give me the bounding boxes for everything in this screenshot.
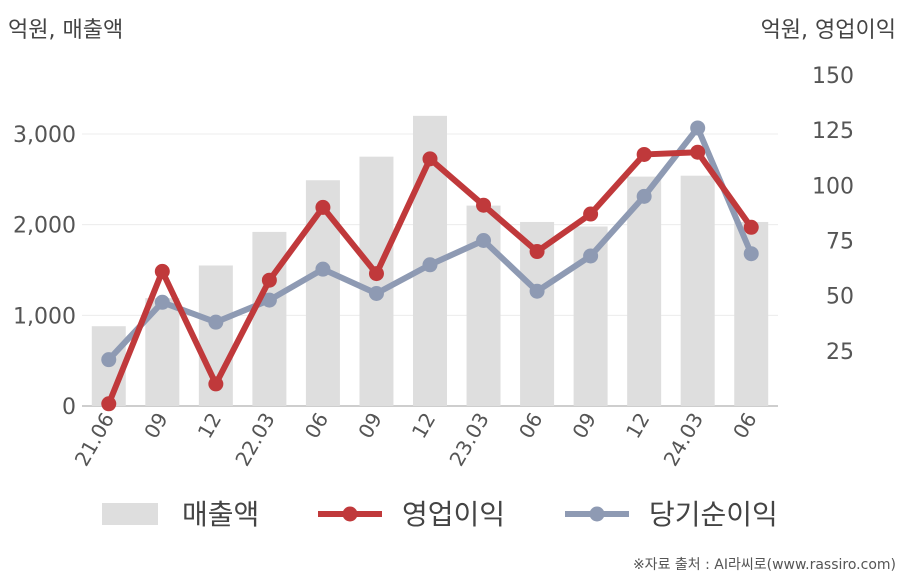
x-tick-label: 12 — [621, 409, 655, 443]
point-operating-profit — [743, 219, 759, 235]
point-net-income — [583, 248, 599, 264]
point-net-income — [690, 120, 706, 136]
point-operating-profit — [690, 144, 706, 160]
point-net-income — [636, 188, 652, 204]
right-tick-label: 125 — [812, 119, 854, 144]
point-net-income — [422, 257, 438, 273]
right-tick-label: 150 — [812, 64, 854, 89]
left-tick-label: 0 — [62, 395, 76, 420]
legend-marker-operating-profit — [342, 506, 358, 522]
legend-swatch-revenue — [102, 503, 158, 525]
right-y-axis: 25 50 75 100 125 150 — [812, 64, 854, 365]
x-tick-label: 23.03 — [444, 409, 493, 471]
bar-revenue — [359, 156, 394, 406]
x-tick-label: 06 — [728, 409, 762, 443]
point-operating-profit — [529, 244, 545, 260]
right-tick-label: 100 — [812, 174, 854, 199]
x-axis: 21.06 09 12 22.03 06 09 12 23.03 06 09 12 24.03 06 — [70, 409, 762, 471]
legend-label-net-income: 당기순이익 — [649, 498, 778, 531]
point-net-income — [101, 352, 117, 368]
point-operating-profit — [636, 146, 652, 162]
left-tick-label: 2,000 — [13, 214, 76, 239]
point-net-income — [315, 261, 331, 277]
point-operating-profit — [208, 376, 224, 392]
x-tick-label: 09 — [139, 409, 173, 443]
legend-label-operating-profit: 영업이익 — [402, 498, 505, 531]
bar-revenue — [627, 176, 662, 406]
x-tick-label: 12 — [407, 409, 441, 443]
right-tick-label: 75 — [826, 230, 854, 255]
legend: 매출액 영업이익 당기순이익 — [102, 498, 778, 531]
point-net-income — [743, 246, 759, 262]
point-operating-profit — [101, 396, 117, 412]
right-tick-label: 50 — [826, 285, 854, 310]
bar-revenue — [252, 231, 287, 406]
point-operating-profit — [583, 206, 599, 222]
left-tick-label: 3,000 — [13, 123, 76, 148]
left-y-axis: 0 1,000 2,000 3,000 — [13, 123, 76, 420]
point-net-income — [154, 294, 170, 310]
point-operating-profit — [368, 266, 384, 282]
point-operating-profit — [422, 151, 438, 167]
x-tick-label: 24.03 — [659, 409, 708, 471]
point-operating-profit — [261, 272, 277, 288]
point-net-income — [368, 285, 384, 301]
x-tick-label: 09 — [353, 409, 387, 443]
left-axis-unit-label: 억원, 매출액 — [8, 18, 124, 43]
x-tick-label: 09 — [567, 409, 601, 443]
x-tick-label: 12 — [193, 409, 227, 443]
x-tick-label: 22.03 — [230, 409, 279, 471]
legend-label-revenue: 매출액 — [182, 498, 259, 531]
x-tick-label: 06 — [514, 409, 548, 443]
point-net-income — [529, 283, 545, 299]
line-series — [101, 120, 759, 412]
source-credit: ※자료 출처 : AI라씨로(www.rassiro.com) — [632, 557, 896, 573]
point-net-income — [261, 292, 277, 308]
left-tick-label: 1,000 — [13, 304, 76, 329]
point-net-income — [208, 314, 224, 330]
point-operating-profit — [315, 199, 331, 215]
legend-marker-net-income — [589, 506, 605, 522]
x-tick-label: 21.06 — [70, 409, 119, 471]
point-net-income — [476, 233, 492, 248]
point-operating-profit — [476, 197, 492, 213]
x-tick-label: 06 — [300, 409, 334, 443]
right-axis-unit-label: 억원, 영업이익 — [760, 18, 896, 43]
right-tick-label: 25 — [826, 340, 854, 365]
bar-revenue — [680, 175, 715, 406]
point-operating-profit — [154, 263, 170, 279]
